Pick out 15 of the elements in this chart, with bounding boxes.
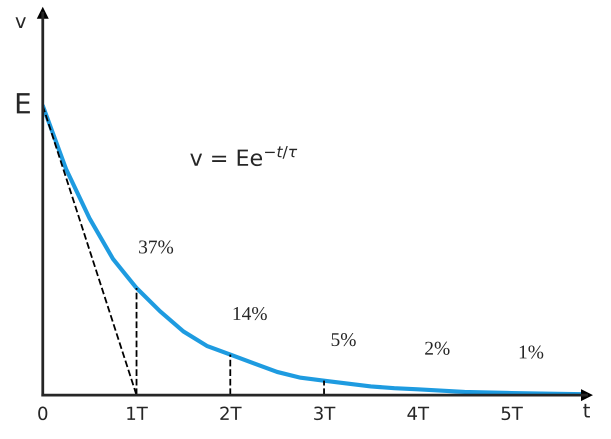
annotation: 2% [425, 342, 450, 355]
annotation: v = Ee$^{−t/τ}$ [190, 146, 298, 166]
annotation: 14% [234, 306, 267, 320]
x-tick-label: 0 [38, 406, 48, 420]
annotation: E [16, 93, 30, 114]
x-axis-title: t [583, 404, 590, 418]
annotation: 5% [332, 333, 356, 346]
x-tick-label: 5T [502, 406, 523, 420]
annotation: 1% [520, 345, 544, 359]
y-axis-title: v [16, 17, 26, 28]
x-tick-label: 4T [407, 406, 430, 420]
x-tick-label: 2T [220, 406, 242, 420]
x-tick-label: 3T [314, 406, 336, 420]
annotation: 37% [139, 240, 174, 254]
x-tick-label: 1T [127, 406, 148, 420]
